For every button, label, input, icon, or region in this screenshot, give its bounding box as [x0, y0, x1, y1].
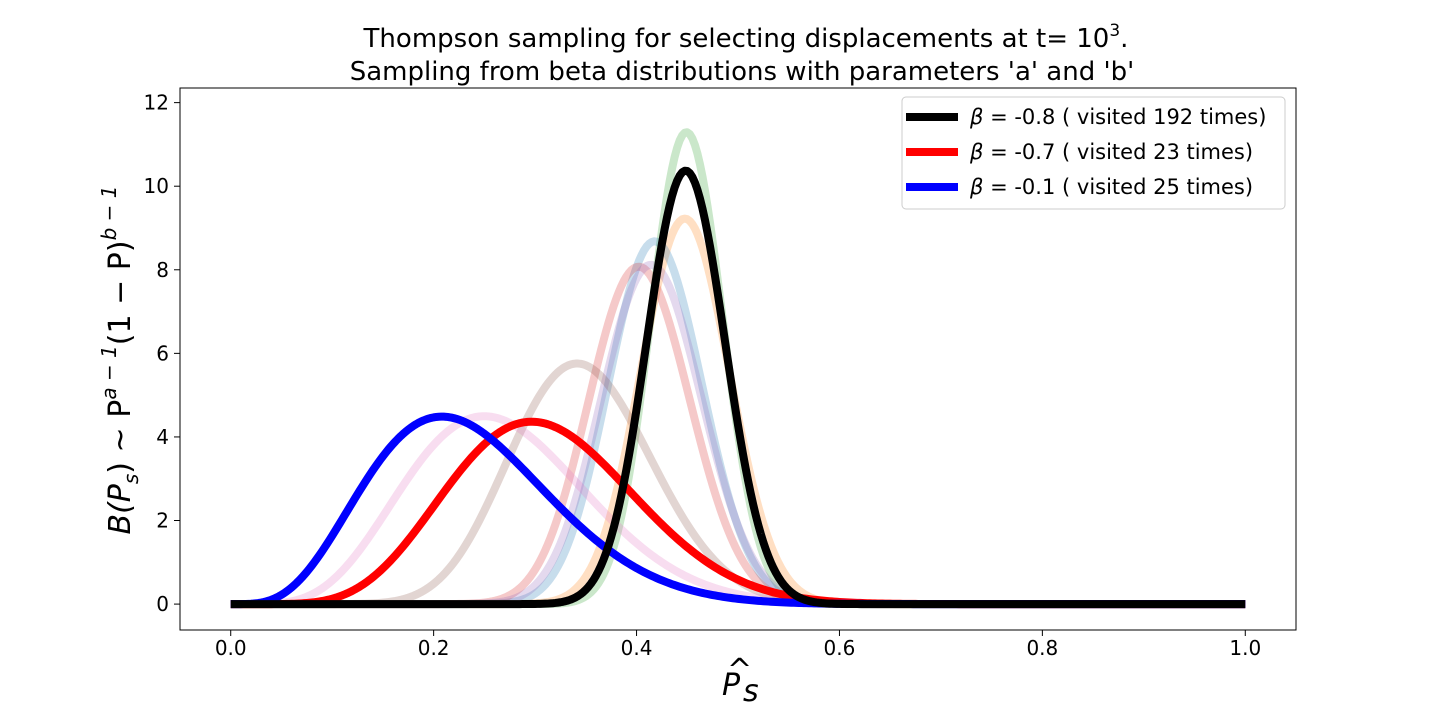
x-tick-label: 1.0	[1229, 636, 1261, 660]
y-tick-label: 0	[156, 592, 169, 616]
x-tick-label: 0.4	[621, 636, 653, 660]
legend-label-3: β = -0.1 ( visited 25 times)	[969, 175, 1253, 199]
y-axis-ticks: 0 2 4 6 8 10 12	[144, 91, 180, 616]
legend-box	[901, 96, 1286, 210]
svg-text:s: s	[743, 674, 759, 709]
legend-entry-beta-neg-0-7: β = -0.7 ( visited 23 times)	[906, 140, 1253, 164]
y-tick-label: 8	[156, 258, 169, 282]
legend-label-2: β = -0.7 ( visited 23 times)	[969, 140, 1253, 164]
y-tick-label: 6	[156, 341, 169, 365]
x-tick-label: 0.6	[824, 636, 856, 660]
svg-text:^: ^	[727, 653, 752, 688]
x-tick-label: 0.0	[215, 636, 247, 660]
x-tick-label: 0.2	[418, 636, 450, 660]
chart-title-line-1: Thompson sampling for selecting displace…	[363, 21, 1129, 54]
svg-text:B(Ps) ~ Pa − 1(1 − P)b − 1: B(Ps) ~ Pa − 1(1 − P)b − 1	[97, 186, 143, 535]
x-tick-label: 0.8	[1026, 636, 1058, 660]
x-axis-ticks: 0.0 0.2 0.4 0.6 0.8 1.0	[215, 630, 1261, 660]
legend-label-1: β = -0.8 ( visited 192 times)	[969, 105, 1266, 129]
svg-text:P: P	[722, 668, 741, 703]
curves-layer	[229, 128, 1247, 609]
chart-title-line-2: Sampling from beta distributions with pa…	[350, 57, 1135, 87]
y-tick-label: 2	[156, 509, 169, 533]
y-tick-label: 10	[144, 174, 169, 198]
x-axis-label: P ^ s	[722, 653, 759, 709]
y-axis-label: B(Ps) ~ Pa − 1(1 − P)b − 1	[97, 186, 143, 535]
legend-entry-beta-neg-0-8: β = -0.8 ( visited 192 times)	[906, 105, 1266, 129]
plot-frame	[179, 87, 1297, 631]
y-tick-label: 4	[156, 425, 169, 449]
legend: β = -0.8 ( visited 192 times) β = -0.7 (…	[901, 96, 1286, 210]
series-curve-beta--0.8	[229, 166, 1247, 609]
legend-entry-beta-neg-0-1: β = -0.1 ( visited 25 times)	[906, 175, 1253, 199]
y-tick-label: 12	[144, 91, 169, 115]
